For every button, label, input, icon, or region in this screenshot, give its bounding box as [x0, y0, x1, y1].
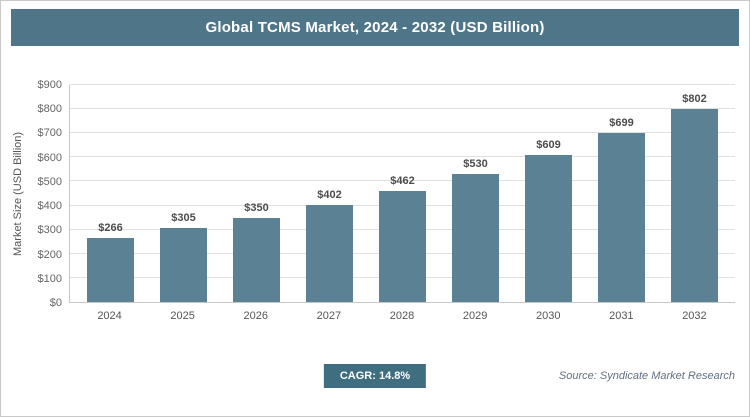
bar-column: $802 — [658, 85, 731, 302]
bar-column: $462 — [366, 85, 439, 302]
x-tick-label: 2032 — [682, 310, 707, 322]
y-tick-label: $300 — [37, 224, 62, 237]
x-tick-label: 2026 — [243, 310, 269, 322]
bar — [598, 133, 645, 302]
bar-value-label: $266 — [98, 221, 123, 234]
bar-column: $402 — [293, 85, 366, 302]
y-tick-label: $500 — [37, 175, 62, 188]
bar — [671, 108, 718, 302]
x-tick-label: 2027 — [316, 310, 342, 322]
x-tick-label: 2030 — [535, 310, 561, 322]
y-tick-label: $900 — [37, 79, 62, 91]
gridline — [70, 132, 735, 134]
y-axis-title: Market Size (USD Billion) — [12, 131, 24, 257]
cagr-badge: CAGR: 14.8% — [323, 364, 427, 388]
bar-column: $305 — [147, 85, 220, 302]
bar-value-label: $305 — [171, 212, 196, 225]
bar-column: $530 — [439, 85, 512, 302]
bars-container: $266 $305 $350 $402 $462 $530 $609 $699 $802 — [70, 85, 735, 302]
bar-value-label: $802 — [682, 92, 707, 105]
bar — [160, 228, 207, 302]
gridline — [70, 156, 735, 158]
chart-title-bar: Global TCMS Market, 2024 - 2032 (USD Bil… — [11, 9, 739, 46]
y-tick-label: $0 — [49, 297, 62, 309]
bar-column: $350 — [220, 85, 293, 302]
bar — [233, 217, 280, 302]
plot-area: $266 $305 $350 $402 $462 $530 $609 $699 $802 — [69, 84, 735, 303]
x-tick-label: 2029 — [462, 310, 488, 322]
y-tick-label: $100 — [37, 272, 62, 285]
bar — [87, 237, 134, 302]
x-tick-label: 2025 — [170, 310, 195, 322]
gridline — [70, 108, 735, 110]
bar-value-label: $609 — [536, 139, 561, 152]
x-axis-labels: 2024 2025 2026 2027 2028 2029 2030 2031 2032 — [69, 310, 735, 322]
y-tick-label: $200 — [37, 248, 62, 261]
source-attribution: Source: Syndicate Market Research — [558, 370, 735, 382]
chart-area: Market Size (USD Billion) $0 $100 $200 $300… — [9, 79, 735, 309]
x-tick-label: 2028 — [389, 310, 415, 322]
x-tick-label: 2031 — [609, 310, 634, 322]
bar — [452, 174, 499, 302]
chart-title: Global TCMS Market, 2024 - 2032 (USD Bil… — [205, 19, 545, 36]
bar-value-label: $402 — [317, 189, 342, 202]
gridline — [70, 180, 735, 182]
bar — [525, 155, 572, 302]
bar-column: $609 — [512, 85, 585, 302]
bar-value-label: $530 — [463, 158, 488, 171]
y-tick-label: $600 — [37, 151, 62, 164]
y-tick-label: $400 — [37, 200, 62, 213]
y-axis-ticks: $0 $100 $200 $300 $400 $500 $600 $700 $800 $900 — [27, 79, 69, 309]
chart-footer: CAGR: 14.8% Source: Syndicate Market Res… — [1, 364, 749, 390]
gridline — [70, 84, 735, 85]
bar-value-label: $699 — [609, 117, 634, 130]
y-tick-label: $700 — [37, 127, 62, 140]
bar — [306, 205, 353, 302]
bar-value-label: $350 — [244, 201, 269, 214]
x-tick-label: 2024 — [97, 310, 122, 322]
bar-column: $699 — [585, 85, 658, 302]
bar-column: $266 — [74, 85, 147, 302]
bar — [379, 190, 426, 302]
bar-value-label: $462 — [390, 174, 415, 187]
y-tick-label: $800 — [37, 103, 62, 116]
